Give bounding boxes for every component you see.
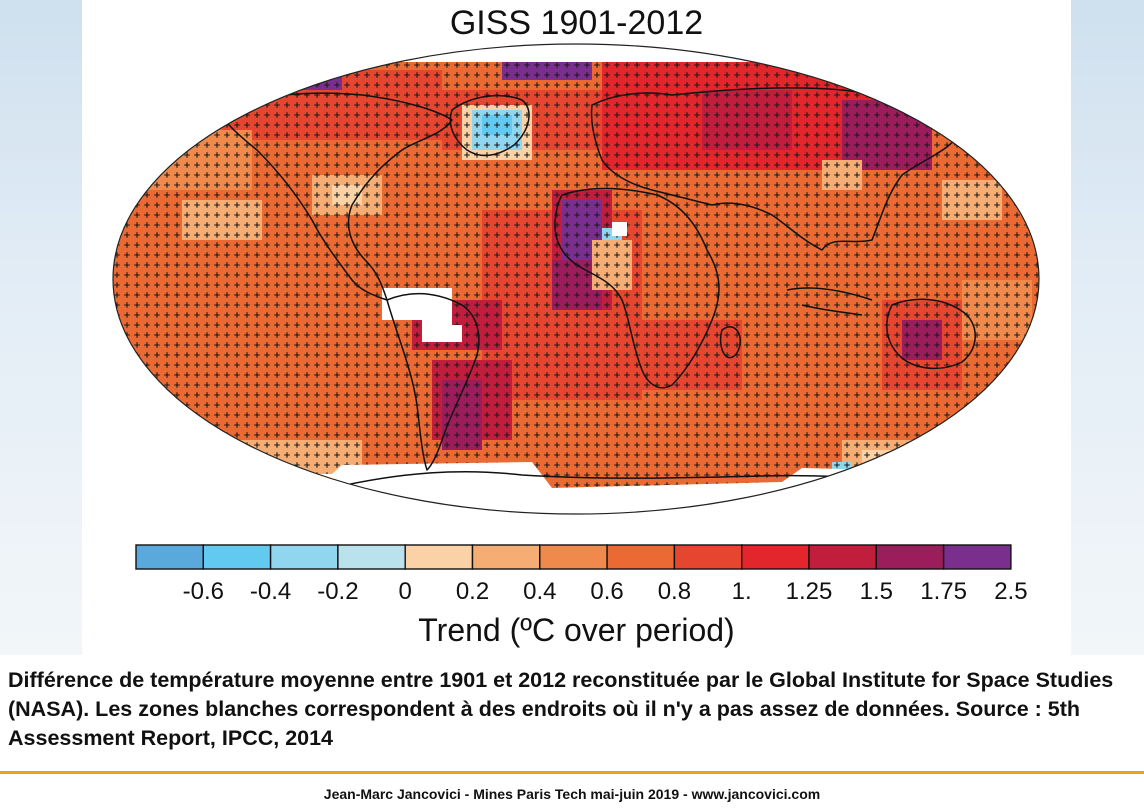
colorbar-tick-label: -0.2: [317, 578, 359, 605]
colorbar-swatch: [269, 544, 339, 570]
colorbar-tick-label: -0.4: [249, 578, 292, 605]
figure-caption: Différence de température moyenne entre …: [8, 668, 1114, 750]
colorbar-tick-label: 2.5: [994, 578, 1028, 605]
colorbar-tick-label: 0: [398, 578, 412, 605]
map-figure: GISS 1901-2012 -0.6 -0.4 -0.2 0 0.2 0.4 0.6 0.8…: [82, 0, 1071, 655]
colorbar-swatch: [539, 544, 608, 570]
colorbar-tick-label: -0.6: [182, 578, 224, 605]
colorbar-swatch: [202, 544, 272, 570]
map-area: [113, 44, 1039, 514]
colorbar-tick-label: 1.75: [920, 578, 967, 605]
colorbar-swatch: [875, 544, 945, 570]
background-sky-left: [0, 0, 82, 655]
colorbar-swatch: [606, 544, 676, 570]
colorbar-label: Trend (ºC over period): [418, 612, 735, 648]
colorbar-tick-label: 1.: [731, 578, 752, 605]
colorbar-tick-label: 0.6: [590, 578, 624, 605]
colorbar-tick-label: 0.2: [455, 578, 490, 605]
colorbar-swatch: [673, 544, 743, 570]
colorbar-swatch: [741, 544, 810, 570]
map-title: GISS 1901-2012: [449, 4, 704, 42]
temperature-trend-map: [112, 43, 1040, 570]
colorbar-swatch: [471, 544, 541, 570]
colorbar-swatch: [942, 544, 1012, 570]
footer-credit: Jean-Marc Jancovici - Mines Paris Tech m…: [323, 786, 821, 802]
significance-crosses: [113, 44, 1039, 514]
coastlines: [216, 87, 983, 493]
colorbar: [135, 544, 1012, 570]
colorbar-swatch: [808, 544, 878, 570]
colorbar-tick-label: 1.5: [859, 578, 893, 605]
background-sky-right: [1071, 0, 1144, 655]
colorbar-tick-label: 0.4: [523, 578, 557, 605]
footer-divider: [0, 771, 1144, 774]
colorbar-swatch: [404, 544, 474, 570]
colorbar-swatch: [135, 544, 205, 570]
colorbar-tick-label: 1.25: [785, 578, 833, 605]
colorbar-swatch: [337, 544, 406, 570]
colorbar-tick-label: 0.8: [657, 578, 692, 605]
map-outline: [112, 43, 1040, 515]
